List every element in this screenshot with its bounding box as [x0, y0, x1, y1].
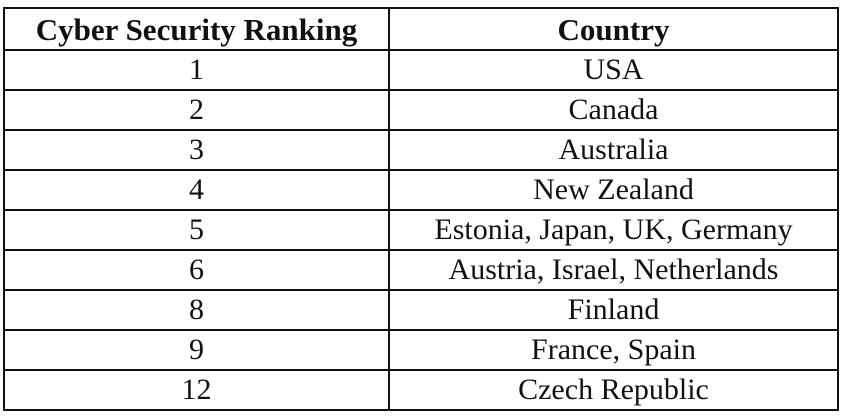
table-row: 1 USA — [3, 49, 839, 91]
ranking-cell: 8 — [3, 289, 390, 331]
country-cell: USA — [388, 49, 839, 91]
ranking-cell: 1 — [3, 49, 390, 91]
header-ranking: Cyber Security Ranking — [3, 7, 390, 51]
ranking-table: Cyber Security Ranking Country 1 USA 2 Cana… — [3, 7, 839, 411]
table-row: 5 Estonia, Japan, UK, Germany — [3, 209, 839, 251]
header-row: Cyber Security Ranking Country — [3, 7, 839, 51]
table-row: 9 France, Spain — [3, 329, 839, 371]
country-cell: Australia — [388, 129, 839, 171]
table-row: 3 Australia — [3, 129, 839, 171]
table-row: 4 New Zealand — [3, 169, 839, 211]
country-cell: Canada — [388, 89, 839, 131]
ranking-cell: 3 — [3, 129, 390, 171]
table-row: 12 Czech Republic — [3, 369, 839, 411]
country-cell: Austria, Israel, Netherlands — [388, 249, 839, 291]
ranking-cell: 9 — [3, 329, 390, 371]
ranking-cell: 4 — [3, 169, 390, 211]
country-cell: Czech Republic — [388, 369, 839, 411]
ranking-cell: 6 — [3, 249, 390, 291]
table-row: 8 Finland — [3, 289, 839, 331]
ranking-cell: 12 — [3, 369, 390, 411]
country-cell: Estonia, Japan, UK, Germany — [388, 209, 839, 251]
country-cell: Finland — [388, 289, 839, 331]
table-row: 2 Canada — [3, 89, 839, 131]
ranking-cell: 2 — [3, 89, 390, 131]
header-country: Country — [388, 7, 839, 51]
ranking-cell: 5 — [3, 209, 390, 251]
table-row: 6 Austria, Israel, Netherlands — [3, 249, 839, 291]
country-cell: France, Spain — [388, 329, 839, 371]
country-cell: New Zealand — [388, 169, 839, 211]
